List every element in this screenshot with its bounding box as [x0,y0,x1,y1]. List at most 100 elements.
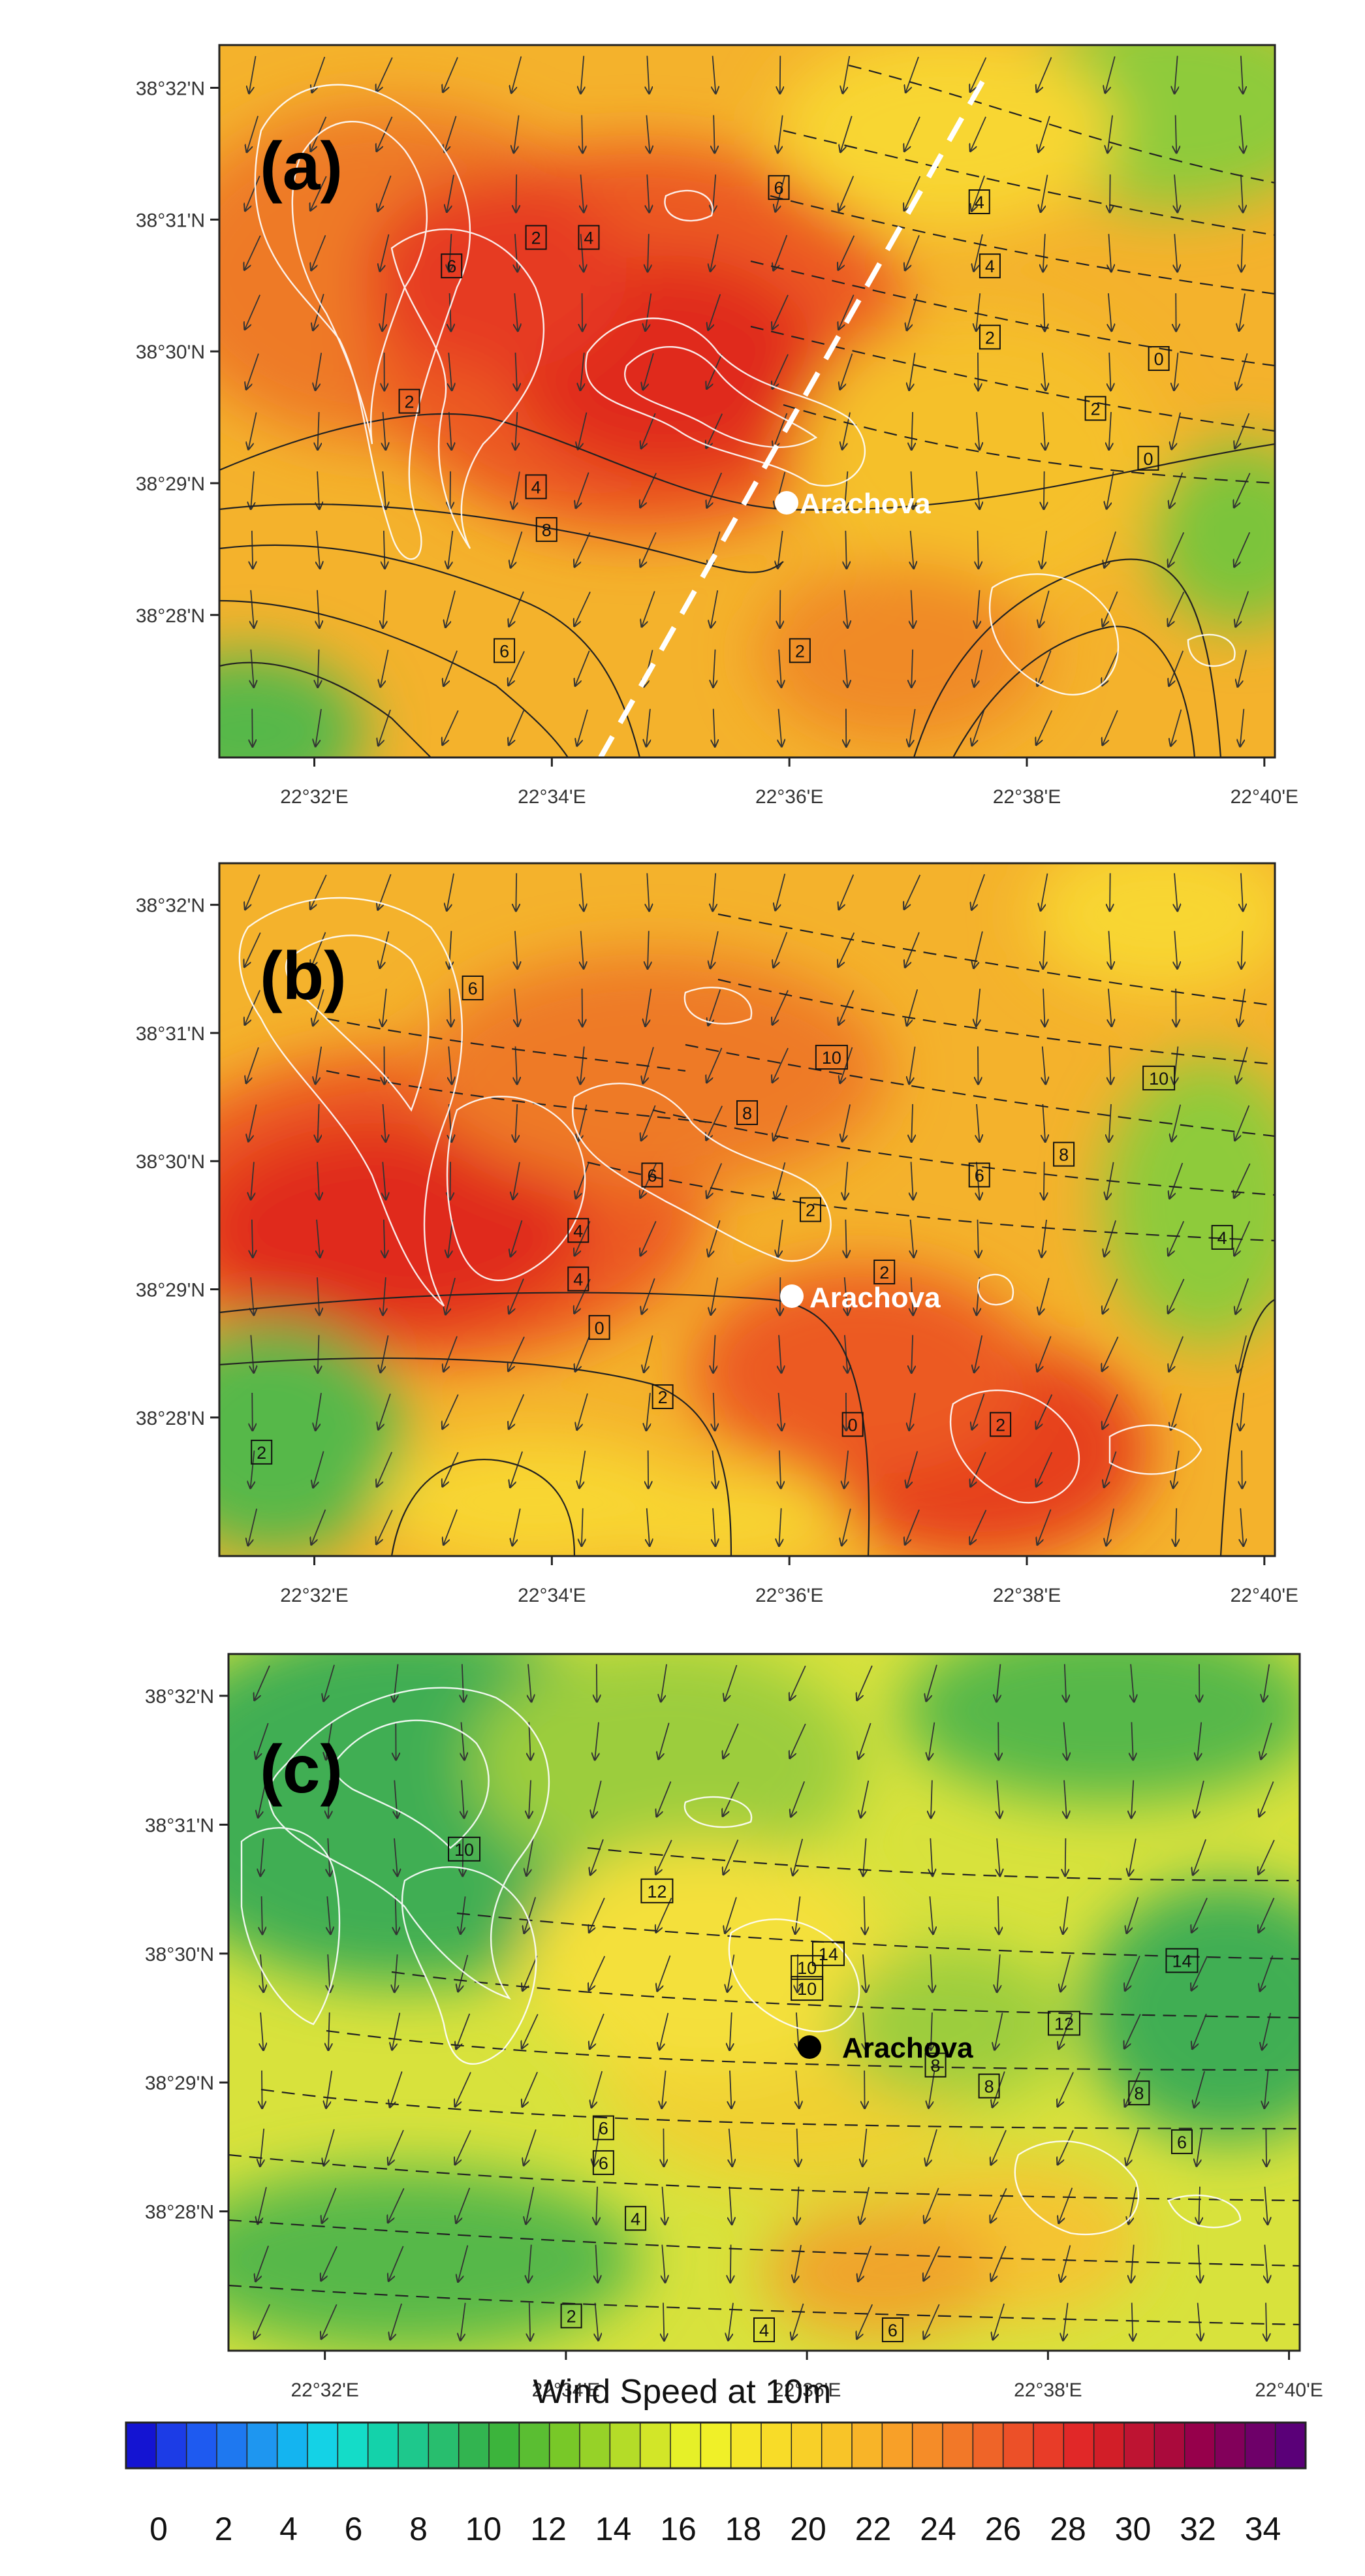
wind-arrow [456,2187,471,2223]
wind-arrow [318,1335,319,1373]
wind-arrow [646,1393,650,1431]
contour-label-box [640,1878,674,1903]
wind-arrow [858,1723,871,1759]
frame-b [218,862,1276,1557]
wind-arrow [796,2070,799,2108]
wind-arrow [1240,708,1244,747]
wind-arrow [447,174,454,212]
wind-arrow [383,1104,385,1142]
lon-axis-a: 22°32'E 22°34'E 22°36'E 22°38'E 22°40'E [280,757,1298,808]
wind-arrow [643,1047,654,1084]
contour-label-box [1148,346,1170,372]
wind-arrow [1041,174,1048,212]
wind-arrow [526,1838,534,1876]
wind-arrow [860,2187,870,2224]
wind-arrow [529,2302,531,2341]
wind-arrow [659,2012,669,2050]
wind-arrow [662,2186,665,2225]
wind-arrow [640,473,657,508]
wind-arrow [1037,650,1052,686]
colorbar-cell [488,2422,520,2469]
wind-arrow [1132,2302,1133,2341]
wind-arrow [1108,989,1112,1026]
wind-arrow [574,1220,591,1256]
wind-arrow [1126,2129,1139,2165]
wind-arrow [443,57,458,92]
wind-arrow [1170,1393,1182,1430]
wind-arrow [384,530,385,569]
wind-arrow [997,1954,1000,1992]
wind-arrow [655,1839,672,1875]
wind-arrow [455,2072,471,2107]
wind-arrow [774,932,788,968]
wind-arrow [904,116,920,151]
wind-arrow [711,590,719,628]
wind-arrow [779,1335,781,1373]
wind-arrow [1059,2013,1073,2049]
contour-label-box [1084,396,1106,421]
wind-arrow [641,413,656,449]
wind-arrow [528,1664,531,1702]
panel-letter-b: (b) [260,938,347,1014]
wind-arrow [904,176,921,211]
wind-arrow [317,590,319,628]
wind-arrow [795,1896,801,1934]
solid-contours-b [219,1292,1275,1556]
panel-letter-a: (a) [260,129,343,204]
contour-label: 6 [599,2154,608,2173]
wind-arrow [1131,1664,1134,1702]
wind-arrow [450,293,451,331]
wind-arrow [526,2187,535,2224]
contour-label: 8 [984,2077,994,2097]
contour-label-box [968,189,990,215]
location-marker-c: Arachova [798,2032,973,2064]
colorbar-cell [1063,2422,1095,2469]
wind-arrow [1235,1105,1250,1141]
wind-arrow [328,1780,330,1818]
contour-label: 12 [1054,2014,1074,2034]
wind-arrow [772,990,789,1025]
wind-arrow [514,989,518,1026]
contour-label: 2 [567,2307,576,2327]
wind-arrow [843,56,851,93]
wind-arrow [706,354,723,389]
wind-arrow [1109,1104,1111,1142]
wind-arrow [248,1508,258,1546]
contour-label-box [815,1045,848,1070]
wind-arrow [245,294,260,330]
wind-arrow [581,930,584,969]
wind-arrow [1172,1104,1182,1141]
location-label-c: Arachova [842,2032,973,2064]
wind-arrow [730,2244,731,2283]
colorbar-tick-label: 30 [1115,2511,1152,2547]
wind-arrow [976,989,980,1026]
wind-arrow [713,873,715,911]
colorbar-cell [1274,2422,1307,2469]
wind-arrow [791,1781,806,1817]
wind-arrow [774,234,788,270]
wind-arrow [1174,353,1178,390]
wind-arrow [1105,531,1116,567]
wind-arrow [905,234,920,270]
colorbar-tick-label: 18 [725,2511,762,2547]
wind-arrow [1169,472,1184,508]
wind-arrow [1241,174,1243,212]
wind-arrow [447,873,454,911]
wind-arrow [1238,1335,1247,1372]
wind-arrow [1125,1955,1140,1990]
wind-arrow [1194,2071,1205,2108]
wind-arrow [579,1450,586,1488]
wind-arrow [390,2071,403,2107]
wind-arrow [1261,1723,1272,1760]
wind-arrow [797,2128,798,2167]
wind-arrow [1240,115,1244,153]
wind-arrow [1103,591,1118,626]
lat-tick-label: 38°32'N [136,895,205,917]
contour-label: 6 [975,1166,984,1185]
contour-label-box [494,638,516,663]
contour-label-box [651,1384,674,1409]
wind-arrow [509,710,525,745]
wind-arrow [1109,411,1111,450]
